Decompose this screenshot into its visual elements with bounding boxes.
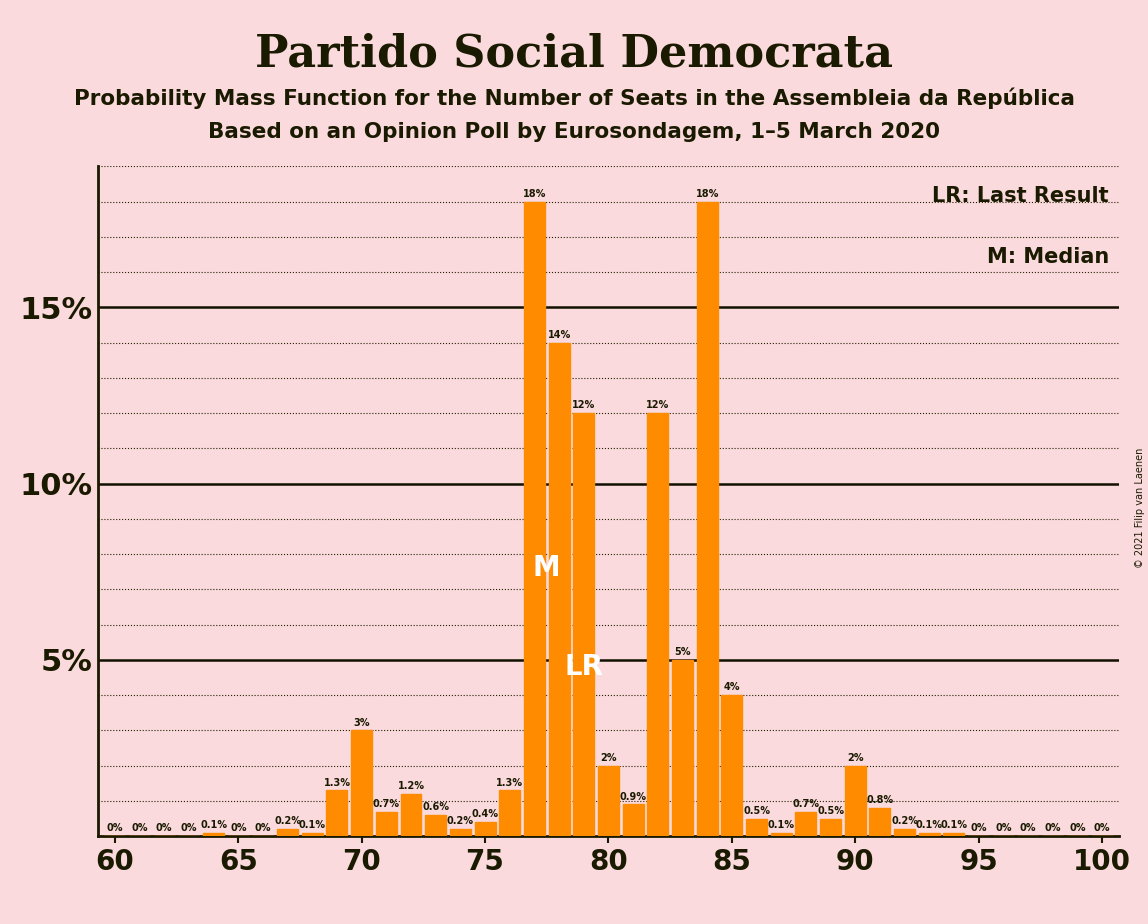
Bar [721, 695, 743, 836]
Bar [450, 829, 471, 836]
Text: 0.6%: 0.6% [422, 802, 449, 812]
Text: 0.1%: 0.1% [298, 820, 326, 830]
Bar [697, 201, 718, 836]
Text: 2%: 2% [847, 753, 863, 763]
Text: Probability Mass Function for the Number of Seats in the Assembleia da República: Probability Mass Function for the Number… [73, 88, 1075, 109]
Text: 18%: 18% [696, 188, 719, 199]
Text: 0.2%: 0.2% [891, 816, 918, 826]
Text: 0.4%: 0.4% [472, 809, 498, 820]
Text: 0.1%: 0.1% [916, 820, 943, 830]
Text: 0.1%: 0.1% [768, 820, 794, 830]
Text: 0%: 0% [255, 823, 271, 833]
Text: 0.5%: 0.5% [743, 806, 770, 816]
Bar [622, 805, 644, 836]
Text: Partido Social Democrata: Partido Social Democrata [255, 32, 893, 76]
Text: M: M [533, 554, 560, 582]
Text: 1.3%: 1.3% [496, 778, 523, 787]
Bar [351, 731, 372, 836]
Text: 4%: 4% [723, 682, 740, 692]
Bar [326, 790, 348, 836]
Bar [672, 660, 693, 836]
Bar [869, 808, 891, 836]
Bar [523, 201, 545, 836]
Text: LR: Last Result: LR: Last Result [932, 187, 1109, 206]
Text: 0%: 0% [131, 823, 148, 833]
Text: 0%: 0% [970, 823, 987, 833]
Text: 0.1%: 0.1% [200, 820, 227, 830]
Text: 0.7%: 0.7% [792, 798, 820, 808]
Bar [746, 819, 767, 836]
Bar [894, 829, 915, 836]
Bar [820, 819, 841, 836]
Bar [845, 766, 866, 836]
Text: 12%: 12% [646, 400, 669, 410]
Bar [549, 343, 569, 836]
Text: 0.7%: 0.7% [373, 798, 400, 808]
Text: 18%: 18% [522, 188, 546, 199]
Bar [918, 833, 940, 836]
Text: 0%: 0% [995, 823, 1011, 833]
Bar [944, 833, 964, 836]
Text: 0.2%: 0.2% [274, 816, 301, 826]
Text: 0%: 0% [107, 823, 123, 833]
Bar [401, 794, 421, 836]
Bar [499, 790, 520, 836]
Bar [647, 413, 668, 836]
Text: 0%: 0% [230, 823, 247, 833]
Text: 0.9%: 0.9% [620, 792, 646, 802]
Text: LR: LR [565, 653, 603, 681]
Text: 0%: 0% [1019, 823, 1037, 833]
Text: M: Median: M: Median [987, 247, 1109, 267]
Bar [474, 822, 496, 836]
Bar [598, 766, 619, 836]
Text: 0.2%: 0.2% [447, 816, 474, 826]
Text: 1.3%: 1.3% [324, 778, 350, 787]
Text: 12%: 12% [572, 400, 596, 410]
Text: 1.2%: 1.2% [397, 781, 425, 791]
Text: 14%: 14% [548, 330, 571, 340]
Text: 0%: 0% [1094, 823, 1110, 833]
Text: 5%: 5% [674, 647, 691, 657]
Bar [277, 829, 298, 836]
Bar [203, 833, 224, 836]
Text: 2%: 2% [600, 753, 616, 763]
Bar [425, 815, 447, 836]
Text: 0%: 0% [1069, 823, 1086, 833]
Text: 0.1%: 0.1% [940, 820, 968, 830]
Bar [302, 833, 323, 836]
Text: 0%: 0% [180, 823, 197, 833]
Text: 3%: 3% [354, 718, 370, 727]
Bar [796, 811, 816, 836]
Text: 0%: 0% [156, 823, 172, 833]
Text: Based on an Opinion Poll by Eurosondagem, 1–5 March 2020: Based on an Opinion Poll by Eurosondagem… [208, 122, 940, 142]
Text: 0%: 0% [1045, 823, 1061, 833]
Text: © 2021 Filip van Laenen: © 2021 Filip van Laenen [1135, 448, 1145, 568]
Text: 0.8%: 0.8% [867, 796, 893, 805]
Bar [770, 833, 792, 836]
Bar [573, 413, 595, 836]
Text: 0.5%: 0.5% [817, 806, 844, 816]
Bar [375, 811, 397, 836]
